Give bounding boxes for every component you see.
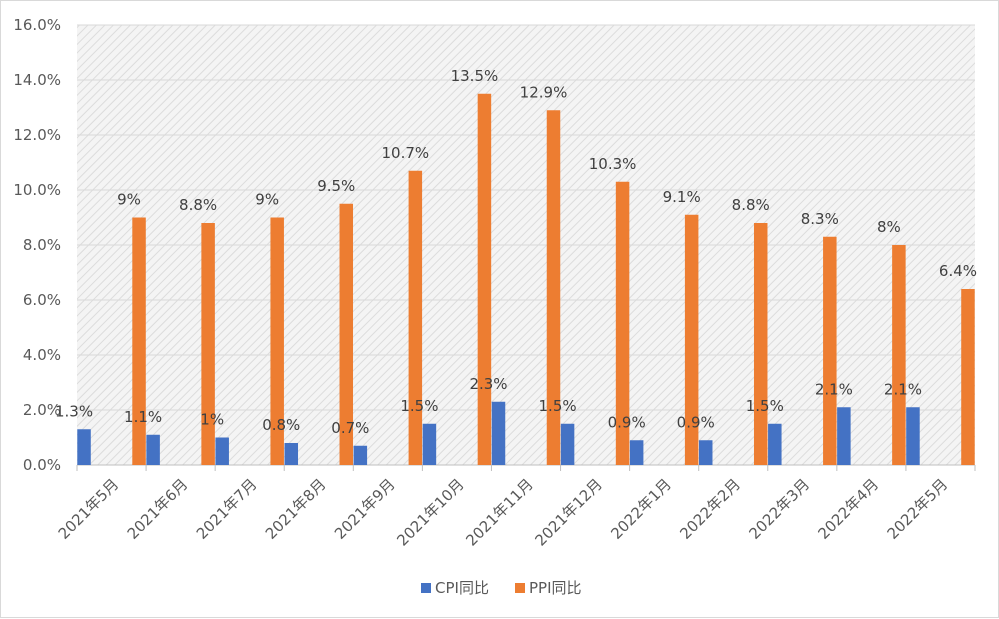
bar-ppi bbox=[546, 110, 561, 465]
data-label-ppi: 9.5% bbox=[317, 177, 355, 195]
bar-cpi bbox=[284, 443, 299, 465]
y-tick-label: 2.0% bbox=[23, 401, 61, 419]
bar-ppi bbox=[477, 93, 492, 465]
data-label-ppi: 10.7% bbox=[382, 144, 430, 162]
x-tick-label: 2021年6月 bbox=[124, 475, 192, 543]
bar-cpi bbox=[698, 440, 713, 465]
legend-label-cpi: CPI同比 bbox=[435, 579, 489, 597]
bar-ppi bbox=[961, 289, 975, 465]
x-tick-label: 2022年1月 bbox=[607, 475, 675, 543]
y-tick-label: 8.0% bbox=[23, 236, 61, 254]
data-label-cpi: 1% bbox=[200, 411, 224, 429]
x-tick-label: 2021年10月 bbox=[393, 475, 467, 549]
legend-swatch-cpi bbox=[421, 583, 431, 593]
x-tick-label: 2021年11月 bbox=[462, 475, 536, 549]
bar-cpi bbox=[146, 434, 160, 465]
data-label-cpi: 1.5% bbox=[539, 397, 577, 415]
bar-cpi bbox=[491, 401, 506, 465]
data-label-ppi: 9% bbox=[117, 191, 141, 209]
bar-cpi bbox=[77, 429, 91, 465]
data-label-cpi: 1.5% bbox=[400, 397, 438, 415]
x-tick-label: 2021年12月 bbox=[531, 475, 605, 549]
y-tick-label: 0.0% bbox=[23, 456, 61, 474]
data-label-cpi: 2.3% bbox=[469, 375, 507, 393]
data-label-cpi: 2.1% bbox=[815, 380, 853, 398]
y-tick-label: 6.0% bbox=[23, 291, 61, 309]
data-label-cpi: 0.7% bbox=[331, 419, 369, 437]
data-label-ppi: 10.3% bbox=[589, 155, 637, 173]
x-tick-label: 2021年8月 bbox=[262, 475, 330, 543]
bar-cpi bbox=[906, 407, 920, 465]
bar-ppi bbox=[201, 223, 215, 465]
bar-ppi bbox=[823, 236, 837, 465]
data-label-cpi: 1.1% bbox=[124, 408, 162, 426]
bar-cpi bbox=[560, 423, 575, 465]
data-label-ppi: 8% bbox=[877, 218, 901, 236]
legend: CPI同比 PPI同比 bbox=[421, 579, 582, 597]
legend-label-ppi: PPI同比 bbox=[529, 579, 582, 597]
y-tick-label: 10.0% bbox=[13, 181, 61, 199]
data-label-ppi: 8.3% bbox=[801, 210, 839, 228]
data-label-cpi: 1.5% bbox=[746, 397, 784, 415]
bar-ppi bbox=[408, 170, 423, 465]
data-label-cpi: 2.1% bbox=[884, 380, 922, 398]
data-label-cpi: 0.8% bbox=[262, 416, 300, 434]
data-label-cpi: 1.3% bbox=[55, 402, 93, 420]
data-label-cpi: 0.9% bbox=[608, 413, 646, 431]
bar-ppi bbox=[892, 245, 906, 465]
bar-cpi bbox=[353, 445, 368, 465]
x-tick-label: 2021年7月 bbox=[193, 475, 261, 543]
bar-cpi bbox=[422, 423, 437, 465]
bars bbox=[77, 93, 975, 465]
bar-ppi bbox=[753, 223, 768, 465]
bar-ppi bbox=[270, 217, 284, 465]
bar-ppi bbox=[339, 203, 354, 465]
data-label-ppi: 9% bbox=[255, 191, 279, 209]
data-label-ppi: 13.5% bbox=[451, 67, 499, 85]
x-tick-label: 2021年5月 bbox=[55, 475, 123, 543]
legend-swatch-ppi bbox=[515, 583, 525, 593]
y-tick-label: 12.0% bbox=[13, 126, 61, 144]
bar-cpi bbox=[215, 437, 229, 465]
data-label-ppi: 8.8% bbox=[732, 196, 770, 214]
bar-cpi bbox=[768, 423, 782, 465]
data-label-ppi: 12.9% bbox=[520, 83, 568, 101]
data-label-ppi: 8.8% bbox=[179, 196, 217, 214]
bar-ppi bbox=[132, 217, 146, 465]
data-label-ppi: 9.1% bbox=[663, 188, 701, 206]
x-tick-label: 2022年2月 bbox=[676, 475, 744, 543]
y-tick-label: 14.0% bbox=[13, 71, 61, 89]
bar-cpi bbox=[629, 440, 644, 465]
bar-cpi bbox=[837, 407, 851, 465]
data-label-ppi: 6.4% bbox=[939, 262, 977, 280]
x-tick-label: 2022年3月 bbox=[745, 475, 813, 543]
y-tick-label: 4.0% bbox=[23, 346, 61, 364]
data-label-cpi: 0.9% bbox=[677, 413, 715, 431]
data-labels: 1.3% 9% 1.1% 8.8% 1% 9% 0.8% 9.5% 0.7% 10.7% 1.5% 1… bbox=[55, 67, 977, 437]
x-tick-label: 2022年4月 bbox=[815, 475, 883, 543]
bar-ppi bbox=[615, 181, 630, 465]
x-tick-label: 2022年5月 bbox=[884, 475, 952, 543]
bar-ppi bbox=[684, 214, 699, 465]
y-tick-label: 16.0% bbox=[13, 16, 61, 34]
x-tick-label: 2021年9月 bbox=[331, 475, 399, 543]
